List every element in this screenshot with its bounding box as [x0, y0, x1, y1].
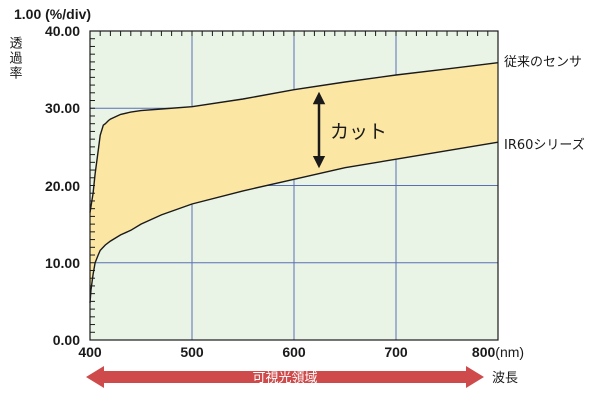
- x-unit-label: (nm): [495, 344, 524, 360]
- series-line-conventional-sensor: [89, 62, 499, 213]
- visible-band-arrow: [86, 366, 484, 388]
- x-axis-label: 波長: [492, 371, 518, 386]
- minor-ticks: [89, 30, 499, 341]
- x-tick-label: 500: [180, 344, 204, 360]
- cut-region-fill: [90, 62, 498, 303]
- y-scale-label: 1.00 (%/div): [14, 6, 91, 22]
- y-tick-label: 10.00: [45, 255, 80, 271]
- y-tick-label: 20.00: [45, 178, 80, 194]
- x-tick-label-800: 800: [472, 344, 496, 360]
- series-label-conventional-sensor: 従来のセンサ: [504, 55, 582, 70]
- y-tick-label: 30.00: [45, 100, 80, 116]
- y-tick-label: 40.00: [45, 23, 80, 39]
- x-tick-label: 800(nm): [472, 344, 524, 360]
- cut-label: カット: [330, 121, 387, 143]
- x-tick-label: 600: [282, 344, 306, 360]
- y-tick-label: 0.00: [53, 332, 80, 348]
- x-tick-label: 700: [384, 344, 408, 360]
- series-label-ir60-series: IR60シリーズ: [504, 137, 585, 153]
- series-line-ir60-series: [89, 141, 499, 303]
- x-tick-label: 400: [78, 344, 102, 360]
- visible-band-label: 可視光領域: [252, 370, 317, 386]
- y-axis-label: 透過率: [7, 36, 23, 81]
